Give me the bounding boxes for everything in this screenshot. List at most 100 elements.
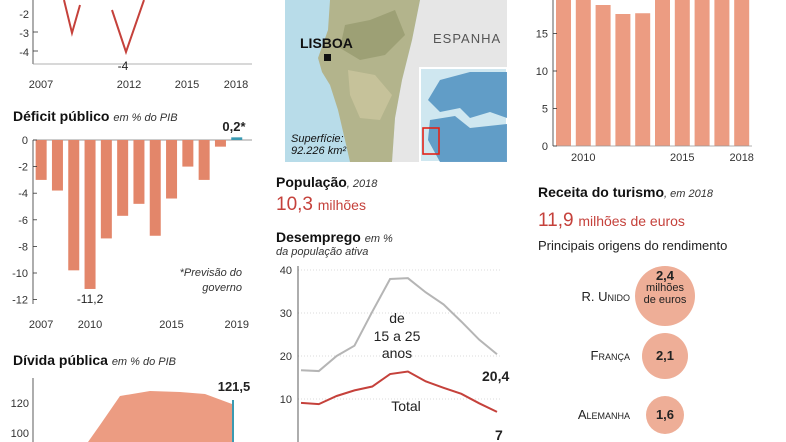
deficit-ytick-label: -4 — [18, 188, 28, 200]
tourism-bar — [734, 0, 750, 146]
tourism-title: Receita do turismo, em 2018 — [538, 184, 713, 200]
deficit-bar — [182, 140, 194, 167]
deficit-bar — [117, 140, 129, 216]
debt-ytick-label: 100 — [11, 428, 29, 440]
tourism-xtick-label: 2010 — [571, 152, 595, 164]
youth-end-value: 20,4 — [482, 368, 509, 384]
tourism-title-text: Receita do turismo — [538, 184, 665, 200]
tourism-ytick-label: 15 — [536, 29, 548, 41]
tourism-bar — [575, 0, 591, 146]
population-unit: milhões — [317, 197, 366, 213]
population-title: População, 2018 — [276, 174, 378, 190]
debt-unit: em % do PIB — [111, 356, 177, 368]
population-year: 2018 — [352, 178, 378, 190]
total-end-value: 7 — [495, 427, 503, 442]
deficit-bar — [149, 140, 161, 236]
tourism-bar — [674, 0, 690, 146]
origin-germany-label: Alemanha — [577, 407, 630, 422]
tourism-unit: milhões de euros — [578, 213, 685, 229]
bubble-germany — [646, 396, 684, 434]
deficit-title-text: Déficit público — [13, 108, 110, 124]
total-unemployment-line — [300, 370, 498, 413]
unemployment-title: Desemprego em % — [276, 229, 393, 245]
deficit-ytick-label: -2 — [18, 162, 28, 174]
deficit-title: Déficit público em % do PIB — [13, 108, 178, 124]
origin-france-value: 2,1 — [655, 348, 675, 363]
area-label-text: Superfície: — [291, 133, 344, 145]
origin-uk-label: R. Unido — [581, 289, 631, 304]
tourism-xtick-label: 2018 — [729, 152, 753, 164]
deficit-bar — [198, 140, 210, 180]
growth-line-b — [111, 0, 145, 56]
tourism-xtick-label: 2015 — [670, 152, 694, 164]
relief-south — [348, 70, 392, 120]
youth-label-2: 15 a 25 — [374, 328, 421, 344]
deficit-ytick-label: 0 — [22, 135, 28, 147]
growth-ytick-label: -3 — [19, 28, 29, 40]
unemployment-ytick-label: 20 — [280, 351, 292, 363]
debt-ytick-label: 120 — [11, 398, 29, 410]
inset-portugal-marker — [422, 127, 440, 155]
growth-ytick-label: -4 — [19, 47, 29, 59]
tourism-bar — [714, 0, 730, 146]
tourism-number: 11,9 — [538, 210, 574, 231]
deficit-bar — [214, 140, 226, 147]
bubble-uk — [635, 266, 695, 326]
relief-north — [340, 10, 405, 60]
tourism-bar — [655, 0, 670, 146]
growth-xtick-label: 2007 — [29, 79, 53, 91]
tourism-subtitle: Principais origens do rendimento — [538, 238, 728, 253]
debt-area — [88, 391, 232, 442]
deficit-ytick-label: -12 — [12, 295, 28, 307]
unemployment-ytick-label: 10 — [280, 394, 292, 406]
unemployment-ytick-label: 30 — [280, 308, 292, 320]
deficit-xtick-label: 2015 — [159, 319, 183, 331]
deficit-bar — [51, 140, 63, 191]
origin-uk-value: 2,4 milhões de euros — [635, 268, 695, 306]
inset-land-north — [428, 72, 507, 118]
deficit-bar — [35, 140, 47, 180]
growth-line-a — [63, 0, 81, 37]
deficit-ytick-label: -6 — [18, 215, 28, 227]
deficit-note: *Previsão do governo — [179, 267, 242, 294]
unemployment-unit-2: da população ativa — [276, 246, 369, 258]
tourism-bar — [615, 14, 631, 146]
total-label: Total — [391, 398, 421, 414]
population-value: 10,3 milhões — [276, 194, 366, 216]
deficit-last-label: 0,2* — [222, 119, 246, 134]
debt-title: Dívida pública em % do PIB — [13, 352, 176, 368]
tourism-value: 11,9 milhões de euros — [538, 210, 685, 232]
unemployment-unit-1: em % — [364, 233, 393, 245]
growth-xtick-label: 2018 — [224, 79, 248, 91]
tourism-ytick-label: 10 — [536, 66, 548, 78]
tourism-bar — [694, 0, 710, 146]
tourism-bar — [595, 5, 611, 146]
origin-uk-unit-2: de euros — [643, 294, 687, 306]
youth-label-3: anos — [382, 345, 412, 361]
unemployment-title-text: Desemprego — [276, 229, 361, 245]
growth-xtick-label: 2015 — [175, 79, 199, 91]
growth-min-label: -4 — [118, 59, 129, 73]
population-number: 10,3 — [276, 194, 313, 215]
deficit-bar — [100, 140, 112, 239]
tourism-ytick-label: 0 — [542, 141, 548, 153]
population-title-text: População — [276, 174, 347, 190]
unemployment-ytick-label: 40 — [280, 265, 292, 277]
deficit-bar — [84, 140, 96, 289]
growth-xtick-label: 2012 — [117, 79, 141, 91]
origin-uk-number: 2,4 — [655, 268, 675, 283]
youth-unemployment-line — [300, 277, 498, 373]
origin-france-label: França — [590, 348, 630, 363]
deficit-bar — [231, 137, 243, 140]
tourism-year: em 2018 — [670, 188, 713, 200]
bubble-france — [642, 333, 688, 379]
deficit-min-label: -11,2 — [77, 292, 104, 306]
area-value: 92.226 km² — [291, 145, 347, 157]
